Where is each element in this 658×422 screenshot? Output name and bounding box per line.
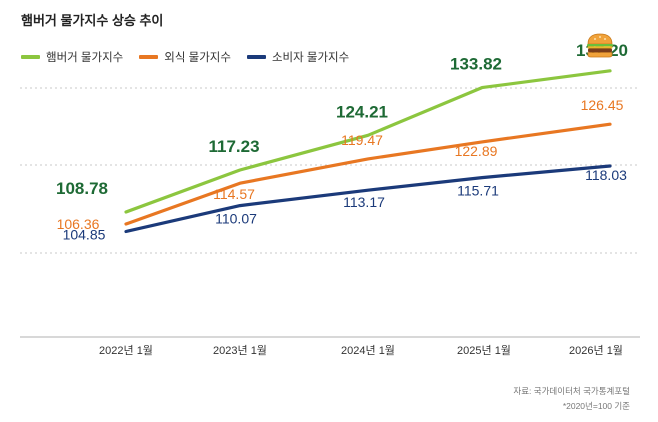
series-line-2 [124,164,612,234]
legend-swatch-dining-out [139,55,159,59]
value-label-s1-p1: 114.57 [213,186,255,202]
legend-label-hamburger: 햄버거 물가지수 [46,52,124,64]
series-line-1 [124,122,612,226]
value-label-s0-p2: 124.21 [336,102,388,121]
series-line-0 [124,69,612,214]
base-year-footnote: *2020년=100 기준 [562,401,630,411]
legend-item-dining-out: 외식 물가지수 [139,49,231,65]
x-tick-label-2: 2024년 1월 [341,344,395,357]
value-label-s2-p3: 115.71 [457,183,499,199]
x-tick-label-4: 2026년 1월 [569,344,623,357]
x-tick-label-1: 2023년 1월 [213,344,267,357]
legend-item-consumer: 소비자 물가지수 [246,49,350,65]
value-label-s2-p2: 113.17 [343,194,385,210]
value-label-s2-p1: 110.07 [215,211,257,227]
x-axis-tick-labels: 2022년 1월 2023년 1월 2024년 1월 2025년 1월 2026년 1월 [99,344,623,357]
value-label-s2-p0: 104.85 [63,227,106,243]
hamburger-icon [587,33,613,58]
series-lines [124,69,612,234]
legend: 햄버거 물가지수 외식 물가지수 소비자 물가지수 [21,49,349,65]
x-tick-label-3: 2025년 1월 [457,344,511,357]
legend-item-hamburger: 햄버거 물가지수 [21,49,123,65]
value-label-s1-p4: 126.45 [581,97,624,113]
chart-title: 햄버거 물가지수 상승 추이 [21,13,164,28]
source-note: 자료: 국가데이터처 국가통계포털 [513,386,630,396]
value-label-s0-p3: 133.82 [450,55,502,74]
gridlines [20,87,640,338]
value-labels: 108.78117.23124.21133.82137.20106.36114.… [56,41,628,243]
value-label-s0-p1: 117.23 [208,137,259,156]
value-label-s0-p0: 108.78 [56,179,108,198]
legend-swatch-consumer [246,55,266,59]
value-label-s1-p0: 106.36 [57,216,100,232]
legend-label-dining-out: 외식 물가지수 [164,52,231,64]
legend-swatch-hamburger [21,55,40,59]
legend-label-consumer: 소비자 물가지수 [271,52,350,64]
value-label-s2-p4: 118.03 [585,167,627,183]
value-label-s1-p2: 119.47 [341,132,383,148]
value-label-s1-p3: 122.89 [455,143,498,159]
x-tick-label-0: 2022년 1월 [99,344,153,357]
